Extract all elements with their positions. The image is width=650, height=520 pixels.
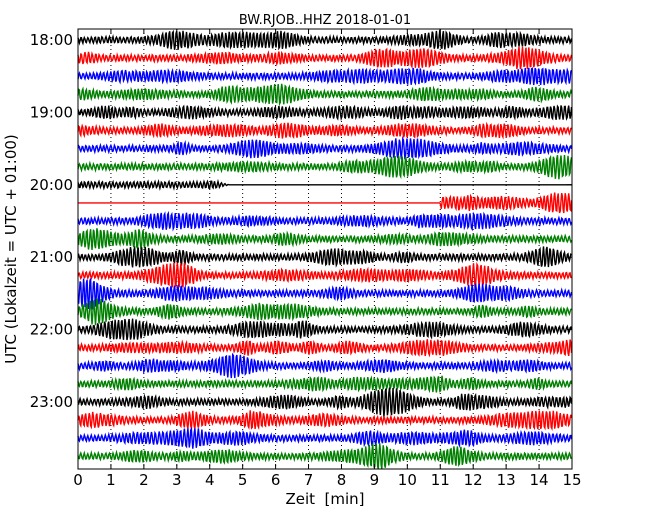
y-tick-label: 20:00 xyxy=(30,176,73,194)
trace-2215 xyxy=(77,339,573,358)
trace-1845 xyxy=(77,83,573,107)
x-tick-label: 4 xyxy=(205,471,215,489)
trace-2000 xyxy=(77,178,572,192)
x-tick-label: 13 xyxy=(497,471,516,489)
chart-title: BW.RJOB..HHZ 2018-01-01 xyxy=(239,13,411,28)
x-tick-label: 9 xyxy=(370,471,380,489)
x-tick-label: 5 xyxy=(238,471,248,489)
trace-1915 xyxy=(77,121,572,140)
trace-1930 xyxy=(77,135,573,160)
x-tick-label: 6 xyxy=(271,471,281,489)
x-tick-label: 3 xyxy=(172,471,182,489)
trace-2200 xyxy=(77,318,573,341)
y-tick-label: 19:00 xyxy=(30,103,73,121)
trace-1945 xyxy=(77,154,573,180)
trace-2100 xyxy=(77,245,572,268)
x-axis-label: Zeit [min] xyxy=(285,490,364,508)
y-tick-label: 22:00 xyxy=(30,321,73,339)
x-axis-ticks: 0 1 2 3 4 5 6 7 8 9 10 11 12 13 14 15 xyxy=(73,29,582,489)
trace-1800 xyxy=(77,29,573,51)
trace-2145 xyxy=(77,298,572,326)
trace-2230 xyxy=(77,352,573,379)
x-tick-label: 2 xyxy=(139,471,149,489)
trace-2345 xyxy=(77,443,572,470)
y-axis-label: UTC (Lokalzeit = UTC + 01:00) xyxy=(2,134,20,364)
plot-frame xyxy=(77,28,573,470)
traces xyxy=(77,29,573,470)
x-tick-label: 14 xyxy=(530,471,549,489)
x-tick-label: 11 xyxy=(431,471,450,489)
trace-2130 xyxy=(77,278,573,310)
trace-2300 xyxy=(77,387,573,418)
trace-1900 xyxy=(77,104,573,122)
trace-2315 xyxy=(77,410,573,431)
trace-2045 xyxy=(78,228,573,251)
trace-1830 xyxy=(77,67,573,87)
x-tick-label: 7 xyxy=(304,471,314,489)
trace-1815 xyxy=(77,46,573,70)
x-tick-label: 1 xyxy=(106,471,116,489)
trace-2245 xyxy=(77,375,573,394)
x-tick-label: 10 xyxy=(398,471,417,489)
x-tick-label: 12 xyxy=(464,471,483,489)
x-tick-label: 8 xyxy=(337,471,347,489)
y-tick-label: 18:00 xyxy=(30,31,73,49)
trace-2015 xyxy=(78,192,573,214)
trace-2330 xyxy=(77,426,573,449)
y-tick-label: 21:00 xyxy=(30,248,73,266)
y-axis-ticks: 18:00 19:00 20:00 21:00 22:00 23:00 xyxy=(30,31,572,411)
trace-2030 xyxy=(77,210,573,232)
grid-lines xyxy=(110,29,540,469)
y-tick-label: 23:00 xyxy=(30,393,73,411)
x-tick-label: 15 xyxy=(562,471,581,489)
x-tick-label: 0 xyxy=(73,471,83,489)
trace-2115 xyxy=(77,261,572,289)
